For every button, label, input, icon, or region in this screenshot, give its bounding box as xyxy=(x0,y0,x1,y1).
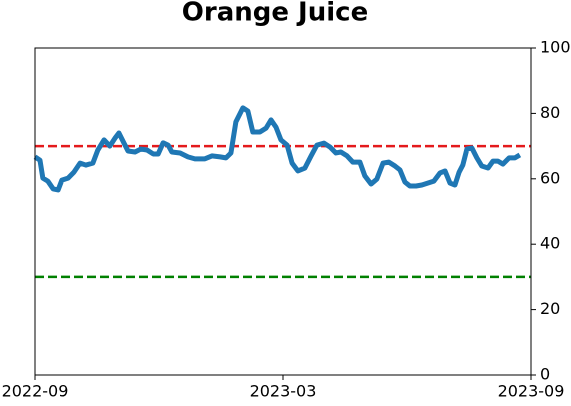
y-tick-label: 80 xyxy=(540,103,560,122)
y-tick-label: 60 xyxy=(540,168,560,187)
y-tick-label: 0 xyxy=(540,365,550,384)
x-tick-label: 2022-09 xyxy=(2,382,69,401)
plot-frame xyxy=(34,47,532,376)
data-line xyxy=(33,105,522,193)
y-tick-label: 100 xyxy=(540,38,571,57)
y-tick-label: 40 xyxy=(540,234,560,253)
x-tick-label: 2023-09 xyxy=(498,382,565,401)
y-tick-label: 20 xyxy=(540,299,560,318)
x-tick-label: 2023-03 xyxy=(250,382,317,401)
chart-title: Orange Juice xyxy=(182,0,368,28)
